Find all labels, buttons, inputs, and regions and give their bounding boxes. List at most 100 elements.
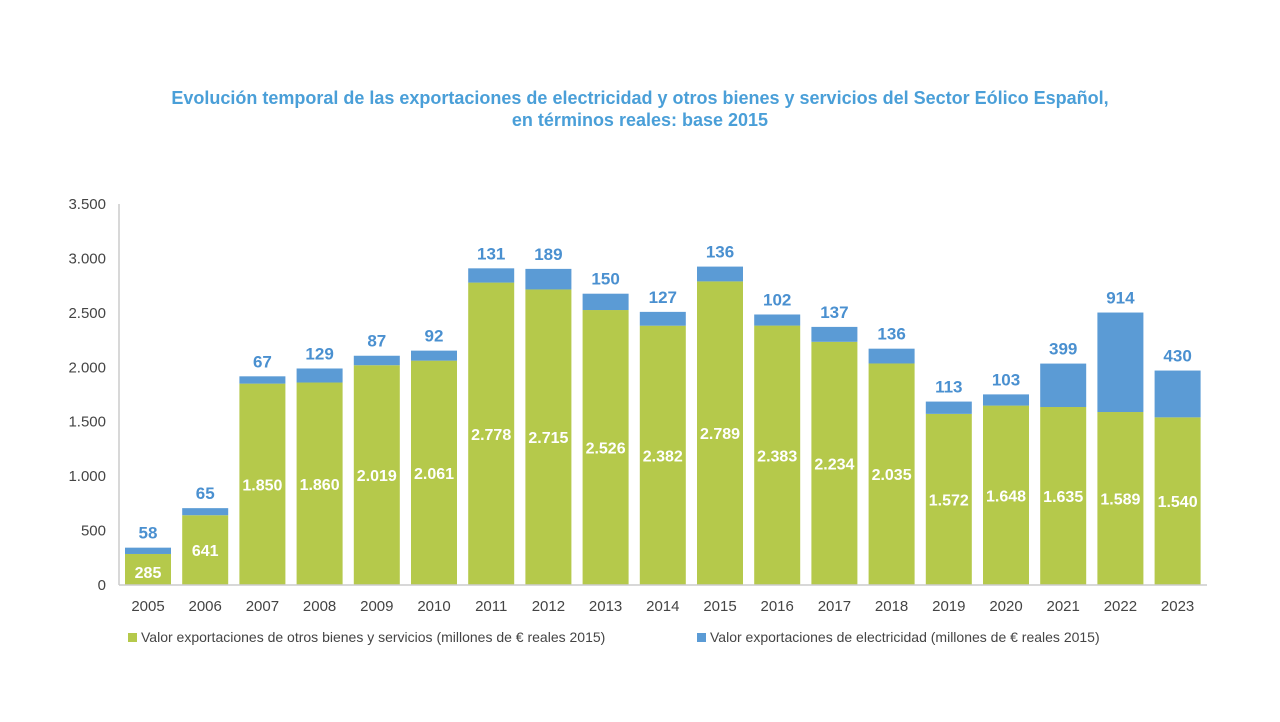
- x-tick-label: 2015: [703, 598, 736, 615]
- bar-other-goods-2014: [639, 325, 686, 585]
- x-tick-label: 2019: [932, 598, 965, 615]
- bar-other-goods-2017: [811, 341, 858, 585]
- data-label-other-goods: 641: [192, 543, 219, 560]
- x-tick-label: 2018: [875, 598, 908, 615]
- legend-label-other-goods: Valor exportaciones de otros bienes y se…: [141, 629, 605, 645]
- bar-other-goods-2010: [411, 360, 457, 585]
- data-label-other-goods: 1.860: [300, 477, 340, 494]
- bar-electricity-2005: [125, 547, 171, 554]
- data-label-electricity: 136: [706, 243, 734, 262]
- bar-electricity-2017: [811, 326, 858, 342]
- data-label-electricity: 430: [1163, 347, 1191, 366]
- data-label-electricity: 58: [139, 524, 158, 543]
- bar-electricity-2019: [925, 401, 972, 414]
- bar-other-goods-2008: [296, 382, 343, 585]
- bar-other-goods-2006: [182, 515, 229, 585]
- bar-other-goods-2016: [754, 325, 801, 585]
- data-label-other-goods: 2.715: [528, 430, 568, 447]
- data-label-other-goods: 2.061: [414, 466, 454, 483]
- data-label-other-goods: 285: [135, 565, 162, 582]
- data-label-electricity: 65: [196, 484, 215, 503]
- data-label-electricity: 92: [425, 327, 444, 346]
- legend-label-electricity: Valor exportaciones de electricidad (mil…: [710, 629, 1100, 645]
- bar-electricity-2014: [639, 311, 686, 326]
- bar-other-goods-2021: [1040, 407, 1087, 585]
- bar-electricity-2016: [754, 314, 801, 326]
- y-tick-label: 3.500: [68, 196, 106, 213]
- y-tick-label: 1.500: [68, 414, 106, 431]
- data-label-electricity: 103: [992, 370, 1020, 389]
- data-label-electricity: 136: [877, 325, 905, 344]
- y-tick-label: 2.000: [68, 359, 106, 376]
- bar-other-goods-2015: [697, 281, 743, 585]
- bar-other-goods-2018: [868, 363, 915, 585]
- bar-other-goods-2019: [925, 413, 972, 585]
- data-label-electricity: 113: [935, 378, 962, 397]
- x-tick-label: 2006: [189, 598, 222, 615]
- legend-swatch-electricity: [697, 633, 706, 642]
- data-label-electricity: 129: [305, 344, 333, 363]
- chart-subtitle: en términos reales: base 2015: [512, 110, 768, 130]
- data-label-other-goods: 1.635: [1043, 489, 1083, 506]
- data-label-electricity: 189: [534, 245, 562, 264]
- bar-other-goods-2011: [468, 282, 515, 585]
- data-label-other-goods: 2.383: [757, 448, 797, 465]
- x-tick-label: 2011: [475, 598, 507, 615]
- x-tick-label: 2009: [360, 598, 393, 615]
- x-tick-label: 2014: [646, 598, 679, 615]
- y-tick-label: 500: [81, 523, 106, 540]
- data-label-other-goods: 2.382: [643, 448, 683, 465]
- data-label-other-goods: 2.778: [471, 427, 511, 444]
- bar-electricity-2022: [1097, 312, 1144, 413]
- bar-other-goods-2005: [125, 553, 171, 585]
- x-tick-label: 2010: [417, 598, 450, 615]
- x-tick-label: 2022: [1104, 598, 1137, 615]
- data-label-other-goods: 2.789: [700, 426, 740, 443]
- bar-electricity-2023: [1154, 370, 1201, 418]
- bar-other-goods-2023: [1154, 417, 1201, 585]
- bar-electricity-2018: [868, 348, 915, 364]
- data-label-other-goods: 2.526: [586, 441, 626, 458]
- x-tick-label: 2005: [131, 598, 164, 615]
- x-tick-label: 2013: [589, 598, 622, 615]
- bar-electricity-2011: [468, 268, 515, 283]
- bar-electricity-2013: [582, 293, 629, 311]
- chart-title: Evolución temporal de las exportaciones …: [171, 88, 1108, 108]
- data-label-electricity: 131: [477, 244, 505, 263]
- bar-electricity-2009: [353, 355, 400, 366]
- bar-other-goods-2009: [353, 365, 400, 585]
- data-label-other-goods: 1.850: [242, 477, 282, 494]
- data-label-other-goods: 1.648: [986, 488, 1026, 505]
- data-label-electricity: 67: [253, 352, 272, 371]
- bar-electricity-2006: [182, 508, 229, 516]
- data-label-other-goods: 1.572: [929, 492, 969, 509]
- y-tick-label: 2.500: [68, 305, 106, 322]
- bar-other-goods-2020: [983, 405, 1029, 585]
- x-tick-label: 2008: [303, 598, 336, 615]
- x-tick-label: 2007: [246, 598, 279, 615]
- y-tick-label: 0: [98, 577, 106, 594]
- data-label-electricity: 914: [1106, 289, 1135, 308]
- data-label-electricity: 150: [591, 270, 619, 289]
- bar-electricity-2008: [296, 368, 343, 383]
- x-tick-label: 2023: [1161, 598, 1194, 615]
- bar-electricity-2020: [983, 394, 1029, 406]
- data-label-electricity: 127: [649, 288, 677, 307]
- bar-electricity-2012: [525, 268, 572, 290]
- x-tick-label: 2012: [532, 598, 565, 615]
- data-label-electricity: 399: [1049, 340, 1077, 359]
- bar-other-goods-2007: [239, 383, 286, 585]
- x-tick-label: 2020: [989, 598, 1022, 615]
- data-label-other-goods: 2.035: [872, 467, 912, 484]
- y-tick-label: 1.000: [68, 468, 106, 485]
- bar-electricity-2021: [1040, 363, 1087, 408]
- legend-swatch-other-goods: [128, 633, 137, 642]
- bar-other-goods-2012: [525, 289, 572, 585]
- bar-electricity-2015: [697, 266, 743, 282]
- data-label-electricity: 137: [820, 303, 848, 322]
- y-tick-label: 3.000: [68, 250, 106, 267]
- x-tick-label: 2017: [818, 598, 851, 615]
- data-label-other-goods: 1.540: [1158, 494, 1198, 511]
- x-tick-label: 2016: [761, 598, 794, 615]
